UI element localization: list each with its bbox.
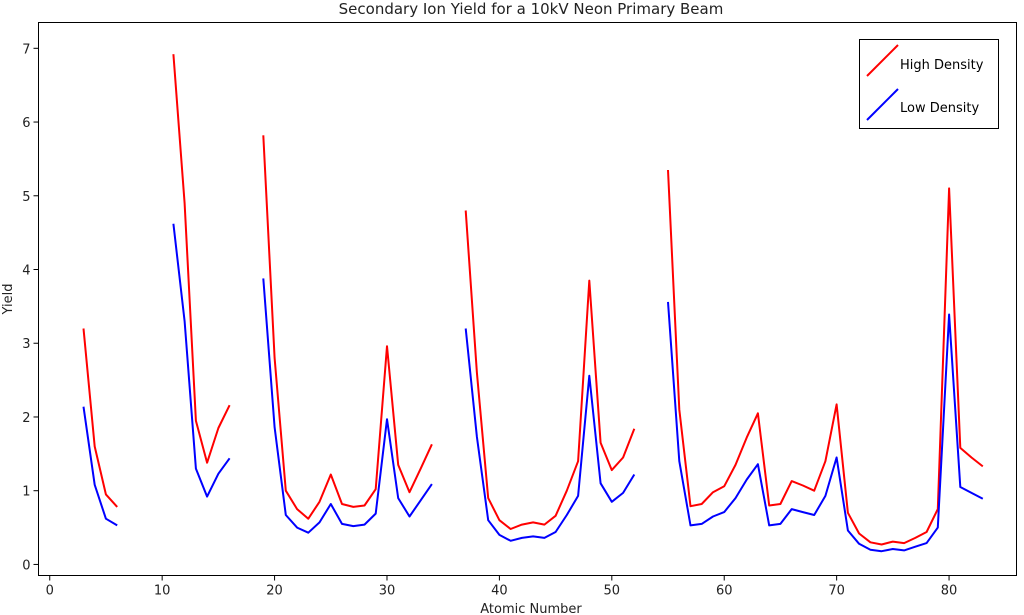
series-low-density xyxy=(82,223,984,553)
legend-swatch-low-density xyxy=(866,88,899,121)
x-axis-label: Atomic Number xyxy=(480,602,582,615)
x-tick-label: 0 xyxy=(46,584,54,599)
legend-frame xyxy=(859,39,999,129)
series-line-low-density-1 xyxy=(82,406,118,527)
series-line-high-density-3 xyxy=(262,135,433,520)
y-tick-label: 0 xyxy=(22,558,30,573)
x-tick-label: 50 xyxy=(604,584,621,599)
y-tick-label: 7 xyxy=(22,42,30,57)
chart-title: Secondary Ion Yield for a 10kV Neon Prim… xyxy=(339,0,724,18)
series-line-high-density-2 xyxy=(172,54,231,464)
x-tick-label: 20 xyxy=(266,584,283,599)
legend-label-low-density: Low Density xyxy=(900,101,979,116)
y-tick-label: 3 xyxy=(22,337,30,352)
y-tick-label: 4 xyxy=(22,264,30,279)
x-axis: 0 10 20 30 40 50 60 70 80 xyxy=(46,575,958,599)
plot-area xyxy=(82,54,984,553)
series-line-high-density-1 xyxy=(82,328,118,508)
y-axis-label: Yield xyxy=(1,284,16,316)
y-axis: 0 1 2 3 4 5 6 7 xyxy=(22,42,39,573)
y-tick-label: 1 xyxy=(22,485,30,500)
series-line-low-density-3 xyxy=(262,278,433,534)
y-tick-label: 2 xyxy=(22,411,30,426)
x-tick-label: 70 xyxy=(828,584,845,599)
y-tick-label: 5 xyxy=(22,190,30,205)
x-tick-label: 60 xyxy=(716,584,733,599)
x-tick-label: 10 xyxy=(154,584,171,599)
series-high-density xyxy=(82,54,984,546)
x-tick-label: 30 xyxy=(379,584,396,599)
legend-swatch-high-density xyxy=(866,44,899,77)
series-line-high-density-5 xyxy=(667,169,984,546)
x-tick-label: 80 xyxy=(941,584,958,599)
series-line-low-density-5 xyxy=(667,301,984,553)
series-line-high-density-4 xyxy=(464,210,636,530)
legend: High Density Low Density xyxy=(859,39,999,129)
series-line-low-density-4 xyxy=(464,328,636,542)
y-tick-label: 6 xyxy=(22,116,30,131)
x-tick-label: 40 xyxy=(491,584,508,599)
plot-frame xyxy=(38,22,1017,576)
series-line-low-density-2 xyxy=(172,223,231,498)
legend-label-high-density: High Density xyxy=(900,58,984,73)
